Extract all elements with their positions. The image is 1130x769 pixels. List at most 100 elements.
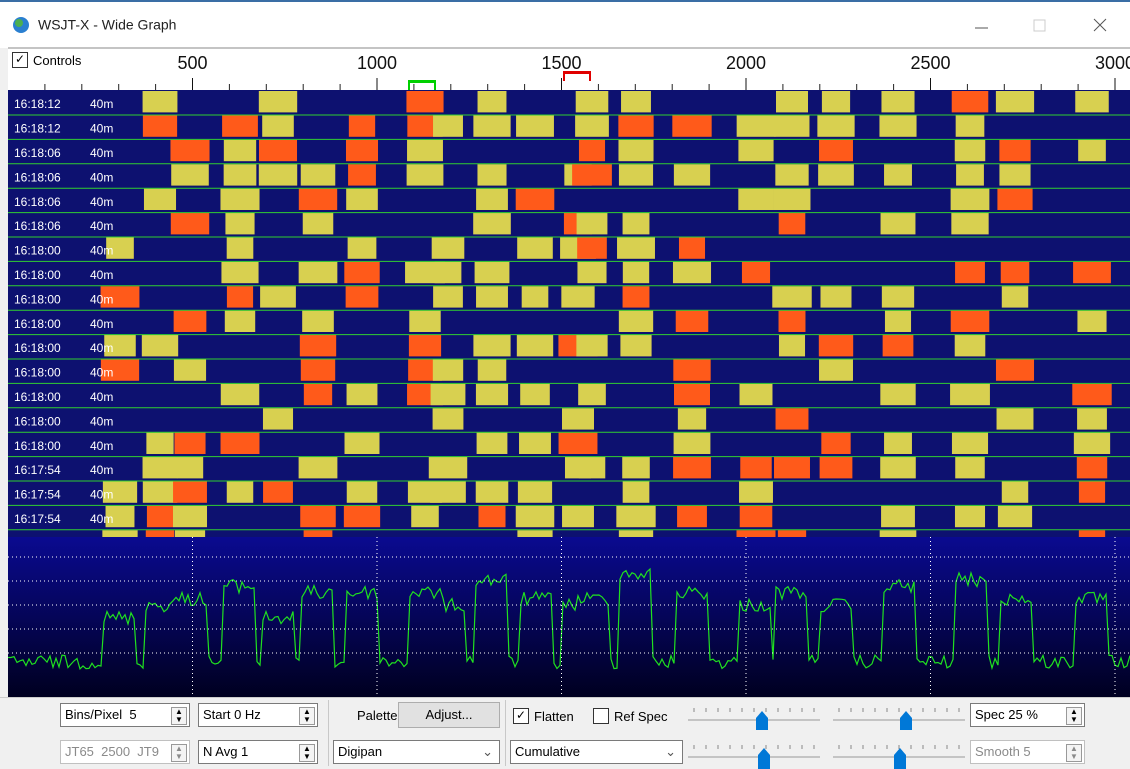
refspec-label: Ref Spec: [614, 709, 667, 724]
signal-trace: [881, 213, 916, 234]
signal-trace: [519, 433, 551, 454]
signal-trace: [143, 481, 177, 502]
slider-handle[interactable]: [756, 711, 768, 730]
signal-trace: [880, 457, 916, 478]
signal-trace: [344, 262, 379, 283]
spin-arrows[interactable]: ▲▼: [171, 707, 187, 725]
signal-trace: [222, 115, 258, 136]
signal-trace: [821, 433, 850, 454]
flatten-toggle[interactable]: ✓Flatten: [513, 708, 574, 724]
spec-spinbox[interactable]: Spec 25 % ▲▼: [970, 703, 1085, 727]
signal-trace: [477, 164, 506, 185]
controls-toggle[interactable]: ✓ Controls: [12, 52, 81, 68]
adjust-button[interactable]: Adjust...: [398, 702, 500, 728]
separator: [328, 700, 329, 766]
signal-trace: [778, 530, 806, 537]
time-label: 16:18:06: [14, 170, 61, 184]
signal-trace: [516, 506, 555, 527]
signal-trace: [618, 115, 653, 136]
navg-spinbox[interactable]: N Avg 1 ▲▼: [198, 740, 318, 764]
time-label: 16:18:00: [14, 341, 61, 355]
signal-trace: [174, 359, 206, 380]
slider-handle[interactable]: [894, 748, 906, 769]
signal-trace: [435, 262, 462, 283]
signal-trace: [673, 262, 711, 283]
signal-trace: [999, 164, 1030, 185]
signal-trace: [263, 408, 293, 429]
bins-spinbox[interactable]: Bins/Pixel 5▲▼: [60, 703, 190, 727]
signal-trace: [1073, 262, 1111, 283]
frequency-label: 1500: [541, 53, 581, 73]
signal-trace: [677, 506, 707, 527]
band-label: 40m: [90, 366, 113, 380]
signal-trace: [406, 91, 443, 112]
signal-trace: [147, 506, 173, 527]
signal-trace: [409, 311, 440, 332]
signal-trace: [173, 506, 207, 527]
signal-trace: [344, 506, 380, 527]
spin-arrows[interactable]: ▲▼: [299, 707, 315, 725]
signal-trace: [740, 384, 773, 405]
signal-trace: [348, 164, 376, 185]
signal-trace: [348, 237, 377, 258]
navg-value: N Avg 1: [203, 744, 248, 759]
signal-trace: [429, 457, 467, 478]
slider-handle[interactable]: [758, 748, 770, 769]
top-border: [0, 0, 1130, 2]
frequency-label: 3000: [1095, 53, 1130, 73]
average-combo[interactable]: Cumulative⌄: [510, 740, 683, 764]
sliders[interactable]: [688, 700, 968, 769]
signal-trace: [623, 213, 650, 234]
signal-trace: [779, 311, 806, 332]
signal-trace: [173, 481, 207, 502]
signal-trace: [618, 140, 653, 161]
signal-trace: [259, 91, 297, 112]
signal-trace: [951, 189, 990, 210]
signal-trace: [517, 530, 552, 537]
time-label: 16:18:00: [14, 292, 61, 306]
signal-trace: [301, 164, 336, 185]
signal-trace: [1072, 384, 1111, 405]
signal-trace: [880, 384, 915, 405]
signal-trace: [579, 140, 605, 161]
signal-trace: [576, 91, 609, 112]
time-label: 16:17:54: [14, 512, 61, 526]
spin-arrows[interactable]: ▲▼: [1066, 707, 1082, 725]
rx-marker: [408, 80, 436, 83]
signal-trace: [562, 408, 594, 429]
checkbox[interactable]: ✓: [12, 52, 28, 68]
signal-trace: [621, 91, 651, 112]
signal-trace: [175, 530, 205, 537]
spec-value: Spec 25 %: [975, 707, 1038, 722]
refspec-toggle[interactable]: Ref Spec: [593, 708, 667, 724]
signal-trace: [1077, 311, 1106, 332]
signal-trace: [224, 140, 256, 161]
signal-trace: [623, 481, 650, 502]
checkbox[interactable]: [593, 708, 609, 724]
signal-trace: [1001, 262, 1030, 283]
signal-trace: [478, 359, 507, 380]
signal-trace: [578, 384, 606, 405]
signal-trace: [678, 408, 706, 429]
slider-handle[interactable]: [900, 711, 912, 730]
start-spinbox[interactable]: Start 0 Hz▲▼: [198, 703, 318, 727]
signal-trace: [227, 286, 253, 307]
signal-trace: [676, 311, 709, 332]
time-label: 16:18:12: [14, 122, 61, 136]
signal-trace: [171, 213, 209, 234]
signal-trace: [475, 262, 510, 283]
signal-trace: [142, 335, 178, 356]
spectrum: [8, 537, 1130, 697]
signal-trace: [220, 189, 259, 210]
signal-trace: [998, 506, 1032, 527]
mode-spinbox: JT65 2500 JT9▲▼: [60, 740, 190, 764]
signal-trace: [674, 384, 710, 405]
combo-arrow: ⌄: [665, 741, 676, 763]
spin-arrows[interactable]: ▲▼: [299, 744, 315, 762]
band-label: 40m: [90, 244, 113, 258]
palette-combo[interactable]: Digipan⌄: [333, 740, 500, 764]
signal-trace: [673, 359, 710, 380]
checkbox[interactable]: ✓: [513, 708, 529, 724]
band-label: 40m: [90, 170, 113, 184]
signal-trace: [674, 433, 711, 454]
